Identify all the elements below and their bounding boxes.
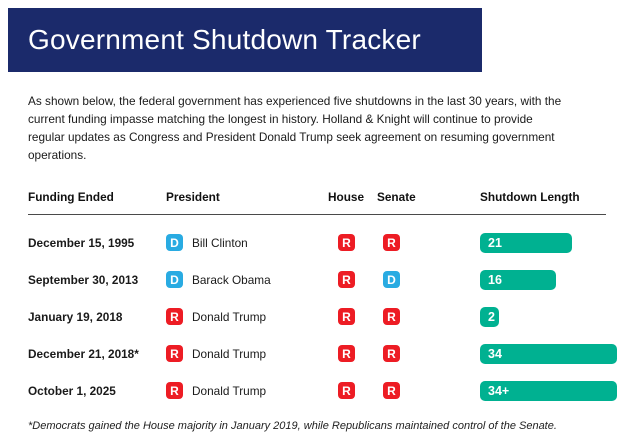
page-title: Government Shutdown Tracker <box>28 24 421 55</box>
table-body: December 15, 1995 D Bill Clinton R R 21 … <box>28 215 617 409</box>
house-party-badge: R <box>338 234 355 251</box>
president-party-badge: R <box>166 308 183 325</box>
funding-ended-cell: December 21, 2018* <box>28 346 139 361</box>
column-header-senate: Senate <box>377 190 416 204</box>
president-name: Donald Trump <box>192 309 267 324</box>
house-party-badge: R <box>338 308 355 325</box>
shutdown-length-bar: 16 <box>480 269 556 290</box>
funding-ended-cell: December 15, 1995 <box>28 235 135 250</box>
table-row: December 21, 2018* R Donald Trump R R 34 <box>28 335 617 372</box>
house-cell: R <box>328 308 377 325</box>
senate-cell: R <box>377 234 480 251</box>
senate-party-badge: R <box>383 382 400 399</box>
house-cell: R <box>328 382 377 399</box>
table-header-divider <box>28 214 606 215</box>
shutdown-length-cell: 16 <box>480 269 606 290</box>
president-cell: D Bill Clinton <box>166 234 328 251</box>
senate-cell: R <box>377 382 480 399</box>
column-header-president: President <box>166 190 220 204</box>
column-header-shutdown-length: Shutdown Length <box>480 190 580 204</box>
president-name: Bill Clinton <box>192 235 248 250</box>
shutdown-table: Funding Ended President House Senate Shu… <box>28 190 617 409</box>
shutdown-length-bar: 21 <box>480 232 572 253</box>
shutdown-length-bar: 34+ <box>480 380 617 401</box>
president-name: Barack Obama <box>192 272 271 287</box>
house-cell: R <box>328 234 377 251</box>
president-cell: D Barack Obama <box>166 271 328 288</box>
house-cell: R <box>328 271 377 288</box>
funding-ended-cell: September 30, 2013 <box>28 272 139 287</box>
senate-cell: D <box>377 271 480 288</box>
funding-ended-cell: January 19, 2018 <box>28 309 123 324</box>
footnote: *Democrats gained the House majority in … <box>28 420 557 432</box>
column-header-funding-ended: Funding Ended <box>28 190 114 204</box>
president-party-badge: R <box>166 382 183 399</box>
house-party-badge: R <box>338 271 355 288</box>
president-party-badge: D <box>166 271 183 288</box>
shutdown-length-cell: 21 <box>480 232 606 253</box>
president-party-badge: R <box>166 345 183 362</box>
house-party-badge: R <box>338 382 355 399</box>
senate-party-badge: R <box>383 345 400 362</box>
senate-party-badge: R <box>383 308 400 325</box>
funding-ended-cell: October 1, 2025 <box>28 383 116 398</box>
intro-paragraph: As shown below, the federal government h… <box>28 94 562 162</box>
table-row: December 15, 1995 D Bill Clinton R R 21 <box>28 224 606 261</box>
president-name: Donald Trump <box>192 383 267 398</box>
shutdown-length-bar: 2 <box>480 306 499 327</box>
column-header-house: House <box>328 190 365 204</box>
president-name: Donald Trump <box>192 346 267 361</box>
president-cell: R Donald Trump <box>166 345 328 362</box>
senate-party-badge: R <box>383 234 400 251</box>
president-party-badge: D <box>166 234 183 251</box>
title-banner: Government Shutdown Tracker <box>8 8 482 72</box>
shutdown-length-cell: 2 <box>480 306 606 327</box>
shutdown-length-bar: 34 <box>480 343 617 364</box>
table-row: October 1, 2025 R Donald Trump R R 34+ <box>28 372 617 409</box>
senate-cell: R <box>377 345 480 362</box>
house-cell: R <box>328 345 377 362</box>
shutdown-length-cell: 34+ <box>480 380 617 401</box>
table-header-row: Funding Ended President House Senate Shu… <box>28 190 606 214</box>
senate-cell: R <box>377 308 480 325</box>
president-cell: R Donald Trump <box>166 382 328 399</box>
table-row: September 30, 2013 D Barack Obama R D 16 <box>28 261 606 298</box>
table-row: January 19, 2018 R Donald Trump R R 2 <box>28 298 606 335</box>
house-party-badge: R <box>338 345 355 362</box>
senate-party-badge: D <box>383 271 400 288</box>
shutdown-length-cell: 34 <box>480 343 617 364</box>
president-cell: R Donald Trump <box>166 308 328 325</box>
